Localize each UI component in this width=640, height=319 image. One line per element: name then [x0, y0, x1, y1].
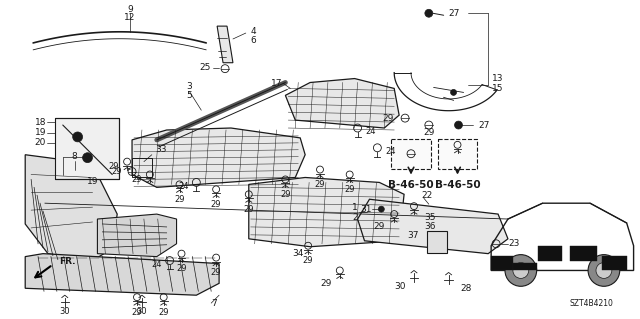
Polygon shape [513, 263, 537, 271]
Text: 29: 29 [321, 279, 332, 288]
Polygon shape [97, 214, 177, 256]
Bar [55, 118, 119, 180]
Text: 29: 29 [159, 308, 169, 316]
Text: 29: 29 [280, 190, 291, 199]
Text: 34: 34 [292, 249, 304, 258]
Text: 29: 29 [176, 264, 187, 273]
Text: 27: 27 [449, 9, 460, 18]
Polygon shape [602, 256, 627, 271]
Text: 29: 29 [132, 308, 142, 316]
Text: 30: 30 [136, 307, 147, 315]
Text: 3: 3 [186, 82, 192, 91]
Text: 30: 30 [60, 307, 70, 315]
Text: 23: 23 [508, 239, 519, 248]
Polygon shape [249, 177, 404, 247]
Circle shape [73, 132, 83, 142]
Text: 29: 29 [111, 167, 122, 176]
Text: FR.: FR. [59, 257, 76, 266]
Text: 33: 33 [155, 145, 166, 154]
Text: 29: 29 [174, 195, 185, 204]
Text: 17: 17 [271, 79, 282, 88]
Text: 2: 2 [352, 212, 358, 222]
Text: 24: 24 [365, 128, 376, 137]
Text: B-46-50: B-46-50 [435, 180, 480, 190]
FancyBboxPatch shape [438, 139, 477, 168]
Polygon shape [25, 254, 219, 295]
Text: 8: 8 [72, 152, 77, 161]
Text: 22: 22 [421, 191, 432, 200]
Text: SZT4B4210: SZT4B4210 [570, 299, 614, 308]
Polygon shape [285, 78, 399, 128]
Text: 24: 24 [385, 147, 396, 156]
Text: 25: 25 [200, 63, 211, 72]
Text: 35: 35 [424, 212, 435, 222]
Polygon shape [491, 256, 513, 271]
Polygon shape [358, 199, 508, 254]
Text: 29: 29 [423, 129, 435, 137]
Text: 6: 6 [251, 36, 257, 46]
Text: 27: 27 [478, 121, 490, 130]
Text: 29: 29 [109, 162, 119, 171]
Text: 9: 9 [127, 5, 133, 14]
Circle shape [378, 206, 384, 212]
Text: 18: 18 [35, 118, 46, 127]
Polygon shape [25, 155, 117, 261]
Text: 29: 29 [344, 185, 355, 194]
Text: 13: 13 [492, 74, 504, 83]
Text: 28: 28 [460, 284, 472, 293]
Circle shape [83, 153, 92, 163]
Bar [132, 158, 152, 177]
Text: 29: 29 [315, 180, 325, 189]
Text: 19: 19 [87, 177, 98, 186]
Text: 7: 7 [211, 299, 217, 308]
Polygon shape [217, 26, 233, 63]
Text: 29: 29 [373, 222, 384, 232]
Polygon shape [570, 246, 597, 261]
Circle shape [451, 89, 456, 95]
Circle shape [425, 9, 433, 17]
Text: 5: 5 [186, 91, 192, 100]
Text: 12: 12 [124, 13, 136, 22]
FancyBboxPatch shape [391, 139, 431, 168]
Text: 29: 29 [211, 200, 221, 209]
Text: 19: 19 [35, 129, 46, 137]
Text: 29: 29 [131, 175, 142, 184]
Text: B-46-50: B-46-50 [388, 180, 434, 190]
Text: 24: 24 [151, 260, 162, 269]
Text: 4: 4 [251, 26, 257, 35]
Polygon shape [132, 128, 305, 187]
Text: 29: 29 [211, 268, 221, 277]
Circle shape [505, 255, 537, 286]
Circle shape [513, 263, 529, 278]
Text: 36: 36 [424, 222, 435, 232]
Text: 37: 37 [408, 231, 419, 240]
Text: 20: 20 [35, 138, 46, 147]
Text: 29: 29 [244, 204, 254, 214]
Text: 29: 29 [383, 114, 394, 122]
Bar [427, 231, 447, 253]
Text: 24: 24 [178, 182, 188, 191]
Circle shape [588, 255, 620, 286]
Text: 29: 29 [303, 256, 314, 265]
Text: 31: 31 [360, 204, 371, 214]
Text: 15: 15 [492, 84, 504, 93]
Polygon shape [538, 246, 563, 261]
Text: 30: 30 [395, 282, 406, 291]
Text: 1: 1 [352, 203, 358, 211]
Circle shape [596, 263, 612, 278]
Circle shape [454, 121, 463, 129]
